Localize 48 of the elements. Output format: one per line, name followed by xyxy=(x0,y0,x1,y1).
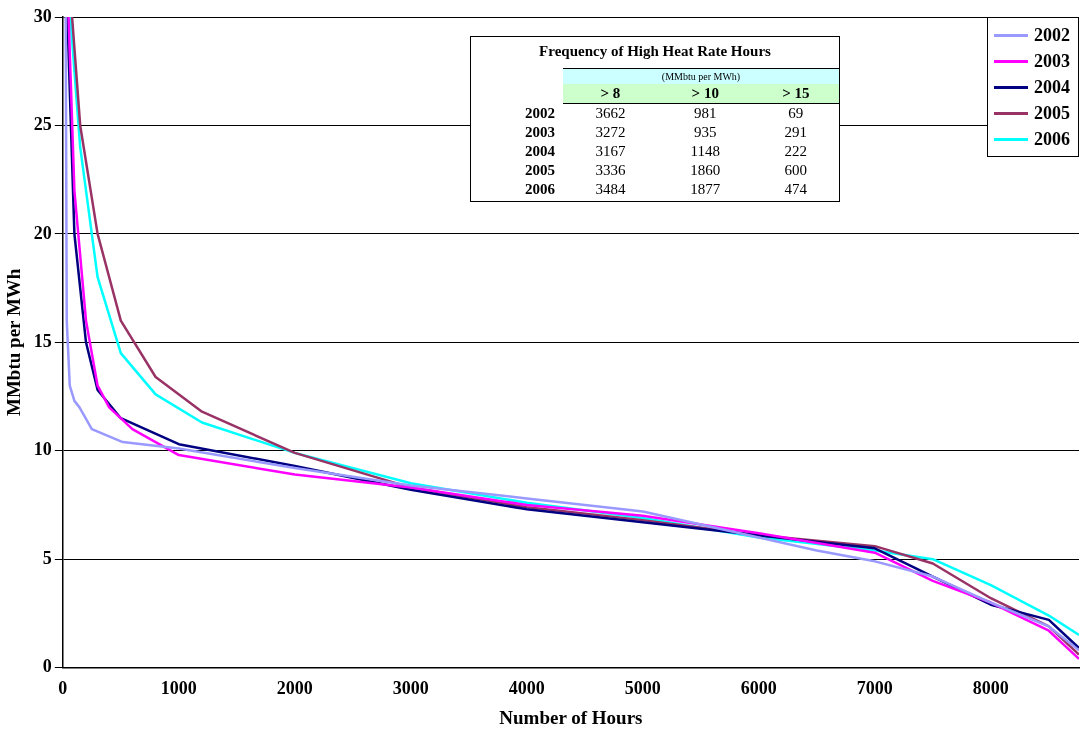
y-tick-label: 10 xyxy=(33,439,52,460)
annotation: 2002 xyxy=(524,103,556,123)
legend-label: 2004 xyxy=(1034,76,1070,98)
y-axis-title: MMbtu per MWh xyxy=(3,268,25,417)
annotation: 69 xyxy=(787,104,805,123)
legend-label: 2002 xyxy=(1034,24,1070,46)
annotation: 3484 xyxy=(594,180,627,199)
annotation: (MMbtu per MWh) xyxy=(563,68,839,84)
annotation: > 15 xyxy=(752,84,839,104)
annotation: 600 xyxy=(783,161,809,180)
y-tick-label: 0 xyxy=(42,656,52,677)
x-tick-label: 7000 xyxy=(856,678,893,699)
x-tick-label: 4000 xyxy=(508,678,545,699)
y-tick-label: 5 xyxy=(42,547,52,568)
annotation: 3662 xyxy=(594,104,627,123)
annotation: 2003 xyxy=(524,123,556,142)
y-tick-label: 25 xyxy=(33,114,52,135)
annotation: 2005 xyxy=(524,161,556,180)
annotation: 222 xyxy=(783,142,809,161)
x-tick-label: 1000 xyxy=(160,678,197,699)
annotation: 2004 xyxy=(524,142,556,161)
annotation: > 10 xyxy=(657,84,753,104)
legend-label: 2006 xyxy=(1034,128,1070,150)
x-tick-label: 0 xyxy=(58,678,68,699)
legend-label: 2003 xyxy=(1034,50,1070,72)
x-tick-label: 2000 xyxy=(276,678,313,699)
annotation: > 8 xyxy=(563,84,658,104)
legend-label: 2005 xyxy=(1034,102,1070,124)
y-tick-label: 15 xyxy=(33,330,52,351)
x-tick-label: 8000 xyxy=(972,678,1009,699)
annotation: 291 xyxy=(783,123,809,142)
y-tick-label: 30 xyxy=(33,5,52,26)
annotation: Frequency of High Heat Rate Hours xyxy=(538,42,772,61)
annotation: 474 xyxy=(783,180,809,199)
x-tick-label: 6000 xyxy=(740,678,777,699)
x-tick-label: 3000 xyxy=(392,678,429,699)
y-tick-label: 20 xyxy=(33,222,52,243)
annotation: 3167 xyxy=(594,142,627,161)
x-tick-label: 5000 xyxy=(624,678,661,699)
annotation: 3272 xyxy=(594,123,627,142)
annotation: 935 xyxy=(693,123,718,142)
annotation: 1148 xyxy=(689,142,721,161)
annotation: 1860 xyxy=(689,161,722,180)
annotation: 1877 xyxy=(689,180,722,199)
annotation: 981 xyxy=(693,104,718,123)
annotation: 2006 xyxy=(524,180,556,199)
annotation: 3336 xyxy=(594,161,627,180)
x-axis-title: Number of Hours xyxy=(499,706,643,728)
